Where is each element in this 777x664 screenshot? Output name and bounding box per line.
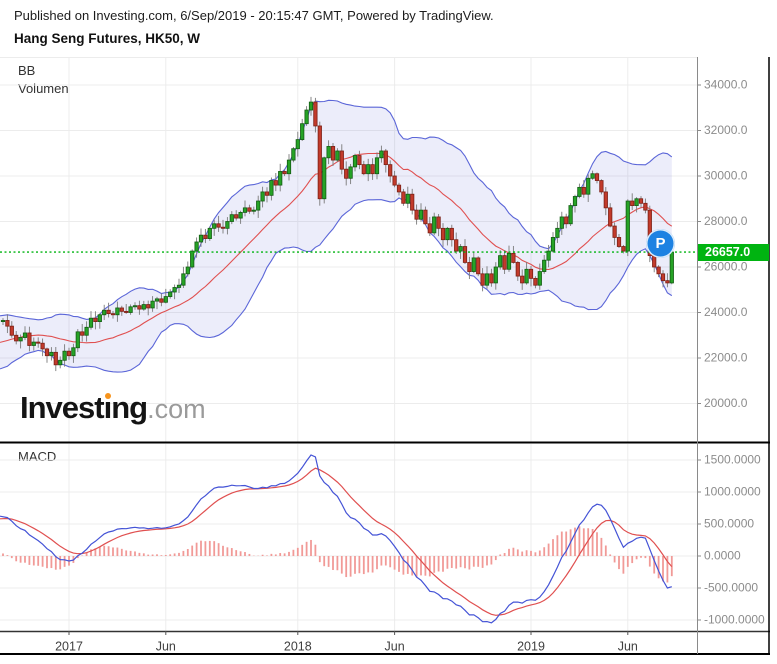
price-chart-canvas: 34000.0 32000.0 30000.0 28000.0 26000.0 24000… — [0, 57, 770, 655]
svg-text:1500.0000: 1500.0000 — [704, 453, 761, 467]
published-line: Published on Investing.com, 6/Sep/2019 -… — [14, 8, 494, 23]
svg-text:2019: 2019 — [517, 639, 545, 653]
published-idea-marker[interactable]: P — [646, 229, 675, 258]
svg-text:Jun: Jun — [618, 639, 638, 653]
svg-text:20000.0: 20000.0 — [704, 396, 748, 410]
chart-svg: 34000.0 32000.0 30000.0 28000.0 26000.0 24000… — [0, 57, 770, 655]
svg-text:0.0000: 0.0000 — [704, 549, 741, 563]
instrument-title: Hang Seng Futures, HK50, W — [14, 31, 201, 46]
watermark-brand: Investı ng — [20, 390, 148, 425]
svg-text:22000.0: 22000.0 — [704, 351, 748, 365]
bollinger-bands — [0, 99, 673, 373]
svg-text:2018: 2018 — [284, 639, 312, 653]
svg-text:-500.0000: -500.0000 — [704, 581, 758, 595]
svg-text:1000.0000: 1000.0000 — [704, 485, 761, 499]
watermark-suffix: .com — [147, 394, 206, 424]
macd-plot — [0, 454, 673, 624]
svg-text:26000.0: 26000.0 — [704, 260, 748, 274]
svg-text:30000.0: 30000.0 — [704, 169, 748, 183]
bb-indicator-label: BB — [18, 63, 36, 78]
investing-com-watermark: Investı ng.com — [20, 390, 206, 426]
svg-text:34000.0: 34000.0 — [704, 78, 748, 92]
svg-text:24000.0: 24000.0 — [704, 305, 748, 319]
svg-text:32000.0: 32000.0 — [704, 123, 748, 137]
svg-text:Jun: Jun — [385, 639, 405, 653]
svg-text:Jun: Jun — [156, 639, 176, 653]
svg-text:28000.0: 28000.0 — [704, 214, 748, 228]
svg-text:-1000.0000: -1000.0000 — [704, 613, 765, 627]
svg-text:500.0000: 500.0000 — [704, 517, 754, 531]
watermark-orange-dot — [104, 393, 111, 399]
svg-text:2017: 2017 — [55, 639, 83, 653]
current-price-axis-label: 26657.0 — [698, 244, 769, 261]
